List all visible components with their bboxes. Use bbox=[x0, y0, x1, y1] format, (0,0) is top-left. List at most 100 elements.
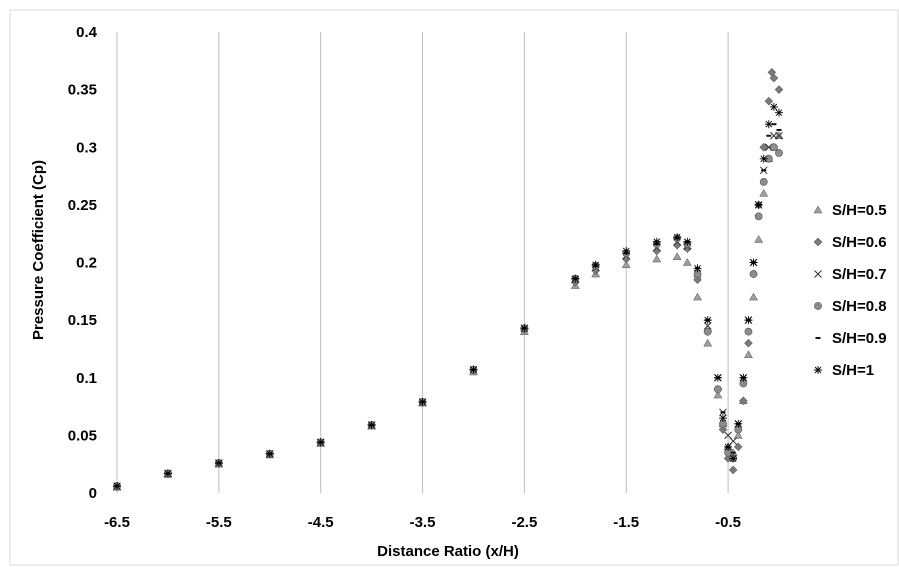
data-point bbox=[759, 142, 769, 152]
data-point bbox=[770, 143, 778, 152]
data-point bbox=[769, 102, 778, 111]
data-point bbox=[652, 254, 662, 263]
x-tick-label: -4.5 bbox=[308, 514, 334, 531]
data-point bbox=[754, 200, 763, 209]
data-point bbox=[713, 390, 723, 399]
data-point bbox=[733, 430, 743, 439]
legend-marker bbox=[814, 302, 822, 310]
data-point bbox=[766, 134, 772, 137]
data-point bbox=[729, 454, 738, 463]
data-point bbox=[693, 275, 702, 285]
legend-label: S/H=0.9 bbox=[832, 330, 887, 347]
data-point bbox=[774, 85, 784, 94]
data-point bbox=[316, 438, 325, 447]
data-point bbox=[729, 437, 738, 445]
data-point bbox=[749, 292, 758, 301]
y-tick-label: 0.35 bbox=[68, 82, 97, 99]
legend-marker bbox=[813, 205, 823, 214]
y-tick-label: 0.4 bbox=[76, 24, 98, 41]
x-tick-label: -2.5 bbox=[511, 514, 537, 531]
data-point bbox=[764, 96, 774, 106]
series-S/H=1 bbox=[113, 102, 783, 491]
legend-marker bbox=[814, 270, 822, 278]
x-tick-label: -0.5 bbox=[715, 514, 741, 531]
chart-frame bbox=[9, 9, 899, 566]
data-point bbox=[759, 154, 768, 163]
x-axis-title: Distance Ratio (x/H) bbox=[377, 543, 519, 560]
data-point bbox=[749, 258, 758, 267]
data-point bbox=[720, 411, 726, 414]
legend-label: S/H=0.8 bbox=[832, 298, 887, 315]
y-tick-label: 0.05 bbox=[68, 427, 97, 444]
data-point bbox=[682, 257, 692, 266]
data-point bbox=[754, 212, 763, 221]
data-point bbox=[113, 482, 121, 491]
y-tick-label: 0.3 bbox=[76, 139, 97, 156]
legend-marker bbox=[814, 366, 822, 374]
data-point bbox=[520, 324, 529, 333]
data-point bbox=[775, 108, 783, 117]
data-point bbox=[739, 396, 748, 406]
data-point bbox=[713, 373, 722, 382]
data-point bbox=[744, 338, 753, 348]
data-point bbox=[769, 73, 779, 83]
data-point bbox=[776, 128, 782, 131]
data-point bbox=[367, 421, 376, 430]
y-tick-label: 0.1 bbox=[76, 370, 97, 387]
legend-label: S/H=1 bbox=[832, 362, 874, 379]
data-point bbox=[759, 177, 768, 186]
data-point bbox=[703, 327, 712, 336]
legend-marker bbox=[813, 237, 823, 247]
data-point bbox=[693, 292, 702, 301]
tick-labels: -6.5 -5.5 -4.5 -3.5 -2.5 -1.5 -0.5 0 0.05 0.1 0.15… bbox=[68, 24, 741, 531]
data-point bbox=[703, 322, 712, 330]
data-point bbox=[749, 270, 758, 278]
data-point bbox=[672, 252, 682, 260]
data-point bbox=[744, 316, 753, 325]
data-point bbox=[713, 385, 722, 394]
y-axis-title: Pressure Coefficient (Cp) bbox=[30, 160, 47, 340]
legend-marker bbox=[815, 337, 821, 339]
data-point bbox=[214, 459, 223, 468]
data-point bbox=[730, 451, 736, 454]
data-point bbox=[718, 414, 727, 423]
y-tick-label: 0 bbox=[89, 485, 97, 502]
data-point bbox=[622, 246, 631, 255]
data-point bbox=[761, 169, 767, 172]
data-points bbox=[112, 67, 784, 491]
data-point bbox=[621, 260, 631, 269]
y-tick-label: 0.2 bbox=[76, 255, 97, 272]
data-point bbox=[163, 469, 172, 478]
x-tick-label: -1.5 bbox=[613, 514, 639, 531]
legend-label: S/H=0.5 bbox=[832, 202, 887, 219]
data-point bbox=[754, 234, 764, 243]
legend-label: S/H=0.7 bbox=[832, 266, 887, 283]
data-point bbox=[265, 449, 274, 458]
data-point bbox=[744, 327, 753, 336]
data-point bbox=[759, 188, 769, 197]
x-tick-label: -3.5 bbox=[410, 514, 436, 531]
data-point bbox=[734, 419, 743, 428]
y-tick-label: 0.25 bbox=[68, 197, 97, 214]
data-point bbox=[728, 465, 738, 475]
data-point bbox=[591, 260, 600, 269]
x-tick-label: -6.5 bbox=[104, 514, 130, 531]
data-point bbox=[703, 316, 712, 325]
data-point bbox=[703, 338, 713, 347]
legend: S/H=0.5 S/H=0.6 S/H=0.7 S/H=0.8 S/H=0.9 S/H=1 bbox=[813, 202, 887, 379]
data-point bbox=[724, 442, 733, 451]
data-point bbox=[764, 120, 773, 129]
data-point bbox=[775, 131, 783, 140]
data-point bbox=[693, 264, 702, 273]
data-point bbox=[744, 350, 753, 358]
data-point bbox=[775, 149, 783, 157]
data-point bbox=[771, 123, 777, 126]
data-point bbox=[571, 274, 580, 283]
x-tick-label: -5.5 bbox=[206, 514, 232, 531]
data-point bbox=[418, 397, 427, 406]
data-point bbox=[739, 373, 748, 382]
data-point bbox=[469, 365, 478, 374]
data-point bbox=[652, 237, 661, 246]
data-point bbox=[683, 237, 692, 246]
